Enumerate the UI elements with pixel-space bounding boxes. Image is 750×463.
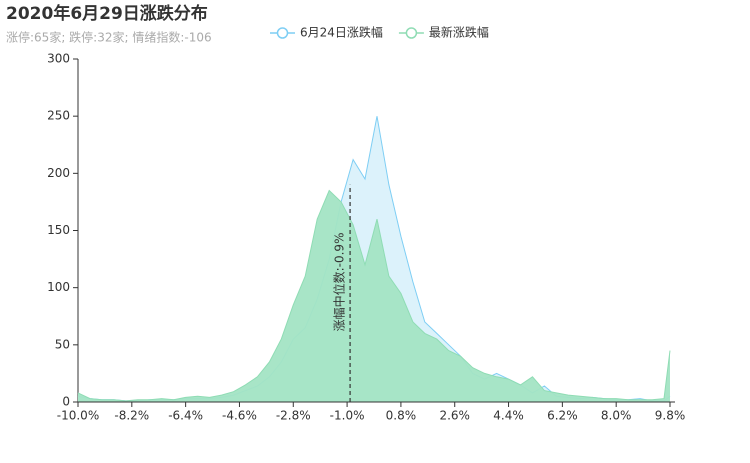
legend-item: 6月24日涨跌幅 (270, 25, 383, 40)
median-label: 涨幅中位数:-0.9% (332, 233, 347, 332)
legend-marker (405, 27, 418, 39)
x-tick-label: -10.0% (57, 409, 99, 423)
x-tick-label: -2.8% (276, 409, 311, 423)
legend-label: 6月24日涨跌幅 (300, 25, 383, 40)
area (78, 190, 670, 402)
x-tick-label: -6.4% (168, 409, 203, 423)
x-tick-label: 0.8% (386, 409, 417, 423)
x-tick-label: 8.0% (601, 409, 632, 423)
legend-marker (276, 27, 289, 39)
x-tick-label: -4.6% (222, 409, 257, 423)
chart-subtitle: 涨停:65家; 跌停:32家; 情绪指数:-106 (6, 30, 212, 45)
chart-title: 2020年6月29日涨跌分布 (6, 3, 208, 24)
y-tick-label: 250 (47, 109, 70, 123)
x-tick-label: 9.8% (655, 409, 686, 423)
y-tick-label: 50 (55, 337, 70, 351)
y-tick-label: 300 (47, 52, 70, 66)
line (77, 189, 671, 402)
y-tick-label: 150 (47, 223, 70, 237)
x-tick-label: 2.6% (439, 409, 470, 423)
legend-item: 最新涨跌幅 (398, 25, 489, 40)
y-tick-label: 0 (62, 395, 70, 409)
x-tick-label: -8.2% (114, 409, 149, 423)
x-tick-label: 6.2% (547, 409, 578, 423)
x-tick-label: -1.0% (330, 409, 365, 423)
x-tick-label: 4.4% (493, 409, 524, 423)
y-tick-label: 100 (47, 280, 70, 294)
legend-label: 最新涨跌幅 (429, 25, 489, 40)
y-tick-label: 200 (47, 166, 70, 180)
